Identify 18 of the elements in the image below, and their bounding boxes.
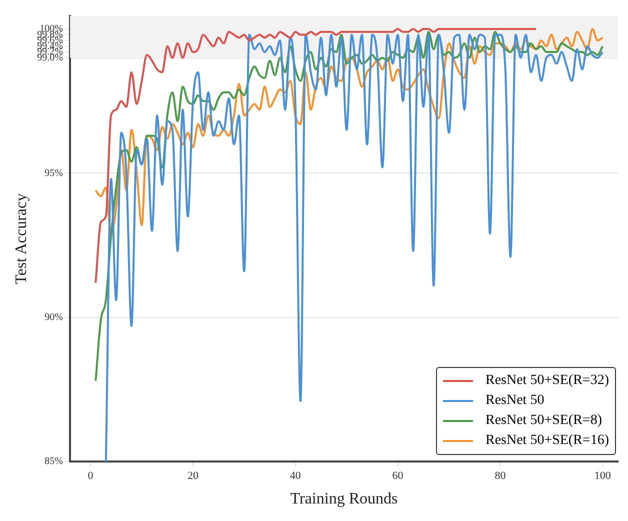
y-tick-label: 85% [44, 456, 64, 468]
legend-label: ResNet 50+SE(R=16) [485, 432, 609, 450]
x-tick-label: 60 [392, 470, 404, 482]
legend-label: ResNet 50+SE(R=32) [485, 372, 609, 390]
legend-label: ResNet 50 [485, 392, 544, 410]
x-tick-label: 20 [187, 470, 199, 482]
x-axis-title: Training Rounds [290, 490, 398, 508]
line-series [94, 28, 538, 284]
legend-label: ResNet 50+SE(R=8) [485, 412, 602, 430]
x-tick-label: 100 [594, 470, 612, 482]
y-tick-label: 90% [44, 312, 64, 324]
line-series [94, 28, 604, 235]
x-tick-label: 80 [494, 470, 506, 482]
y-axis-title: Test Accuracy [12, 193, 30, 284]
x-tick-label: 40 [290, 470, 302, 482]
y-tick-label: 99.0% [37, 52, 64, 64]
x-tick-label: 0 [88, 470, 94, 482]
y-tick-label: 95% [44, 168, 64, 179]
